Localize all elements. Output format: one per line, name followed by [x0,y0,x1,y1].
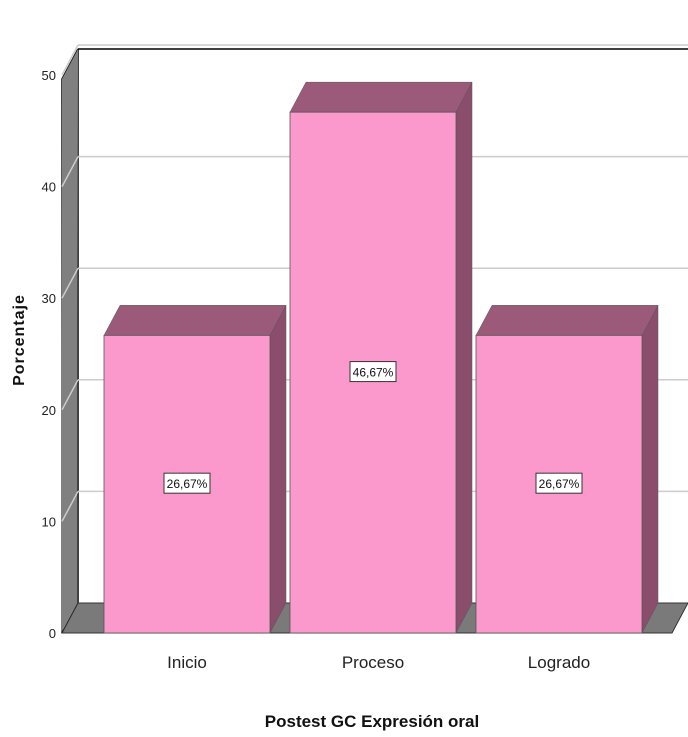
data-label-box [349,361,397,383]
y-tick-label: 20 [42,403,56,418]
gridline-side [61,379,79,411]
data-label: 46,67% [349,361,397,383]
data-label-box [535,472,583,494]
bar-side [269,305,287,634]
x-category-label: Inicio [167,653,207,672]
x-category-label: Proceso [342,653,404,672]
gridline-side [61,44,79,76]
gridline-side [61,156,79,187]
bar: 26,67% [475,305,659,634]
y-tick-label: 0 [49,626,56,641]
bar: 26,67% [103,305,287,634]
data-label-text: 26,67% [539,477,580,491]
x-category-label: Logrado [528,653,590,672]
y-axis-ticks: 0 10 20 30 40 50 [42,68,56,641]
data-label-box [163,472,211,494]
bar-side [641,305,659,634]
data-label: 26,67% [163,472,211,494]
data-label: 26,67% [535,472,583,494]
y-tick-label: 40 [42,180,56,195]
bar-top [289,81,473,113]
y-tick-label: 50 [42,68,56,83]
x-axis-label: Postest GC Expresión oral [265,712,479,731]
y-tick-label: 10 [42,514,56,529]
x-axis-categories: Inicio Proceso Logrado [167,653,590,672]
bar-top [103,305,287,336]
y-axis-label: Porcentaje [11,294,28,386]
bar: 46,67% [289,81,473,634]
left-wall-side [61,49,78,633]
data-label-text: 26,67% [167,477,208,491]
gridline-side [61,491,79,522]
bars: 26,67% 46,67% 26,67% [103,81,659,634]
bar-side [455,82,473,634]
data-label-text: 46,67% [353,366,394,380]
gridline-side [61,267,79,299]
y-tick-label: 30 [42,291,56,306]
bar-top [475,305,659,336]
